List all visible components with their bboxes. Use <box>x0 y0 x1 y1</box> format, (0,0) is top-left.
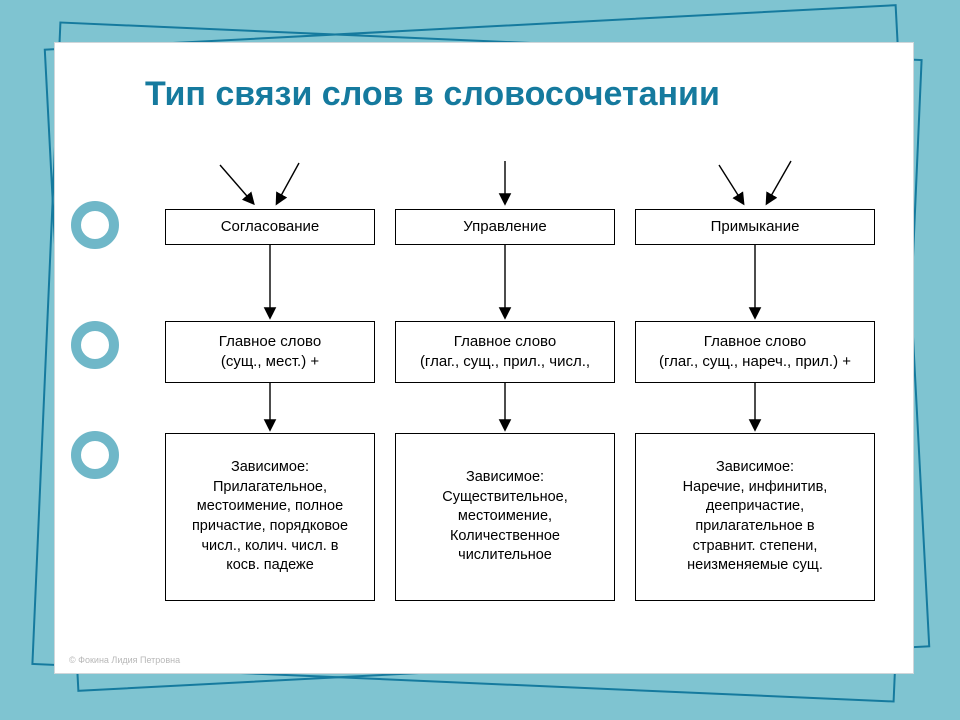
credit-text: © Фокина Лидия Петровна <box>69 655 180 665</box>
head-col-1: Согласование <box>165 209 375 245</box>
tail-col-2: Зависимое:Существительное,местоимение,Ко… <box>395 433 615 601</box>
page-title: Тип связи слов в словосочетании <box>145 73 785 116</box>
bullet-ring-1 <box>71 201 119 249</box>
mid-col-1: Главное слово(сущ., мест.) + <box>165 321 375 383</box>
bullet-ring-2 <box>71 321 119 369</box>
tail-col-3: Зависимое:Наречие, инфинитив,деепричасти… <box>635 433 875 601</box>
mid-col-2: Главное слово(глаг., сущ., прил., числ., <box>395 321 615 383</box>
bullet-ring-3 <box>71 431 119 479</box>
mid-col-3: Главное слово(глаг., сущ., нареч., прил.… <box>635 321 875 383</box>
tail-col-1: Зависимое:Прилагательное,местоимение, по… <box>165 433 375 601</box>
slide-canvas: Тип связи слов в словосочетании Согласов… <box>54 42 914 674</box>
head-col-2: Управление <box>395 209 615 245</box>
head-col-3: Примыкание <box>635 209 875 245</box>
